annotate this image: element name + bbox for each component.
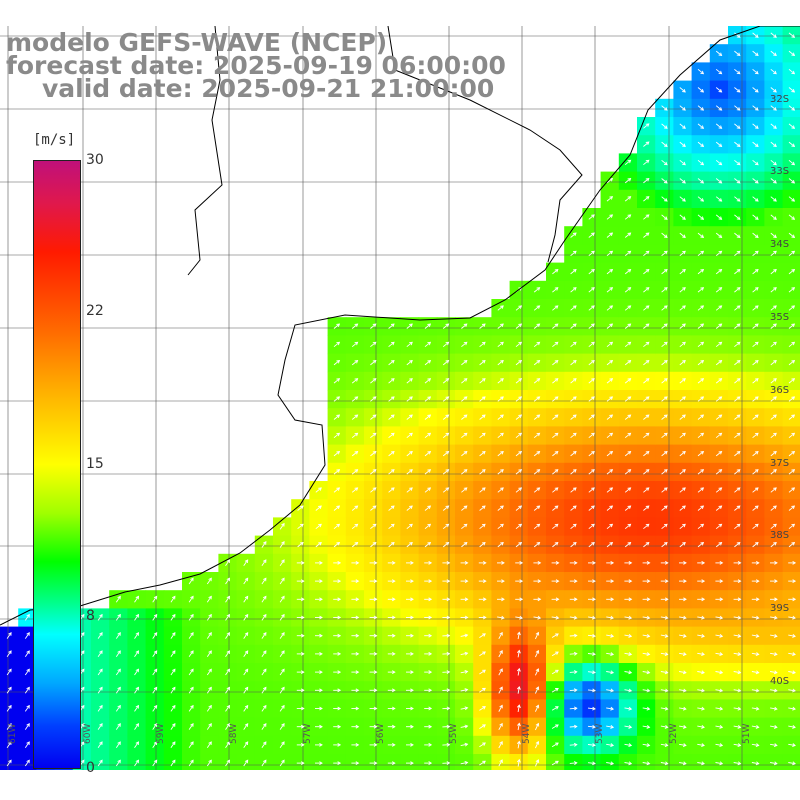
- lon-label-55w: 55W: [449, 723, 459, 744]
- model-title: modelo GEFS-WAVE (NCEP): [6, 28, 388, 57]
- lon-label-52w: 52W: [669, 723, 679, 744]
- lat-label-36s: 36S: [770, 385, 790, 396]
- lat-label-34s: 34S: [770, 239, 790, 250]
- lon-label-58w: 58W: [229, 723, 239, 744]
- lat-label-35s: 35S: [770, 312, 790, 323]
- lat-label-37s: 37S: [770, 458, 790, 469]
- lon-label-57w: 57W: [303, 723, 313, 744]
- lon-label-54w: 54W: [522, 723, 532, 744]
- lat-label-39s: 39S: [770, 603, 790, 614]
- valid-date: valid date: 2025-09-21 21:00:00: [42, 74, 495, 103]
- lat-label-40s: 40S: [770, 676, 790, 687]
- colorbar-tick-30: 30: [86, 152, 104, 168]
- coastline: [0, 25, 800, 626]
- colorbar-unit: [m/s]: [33, 132, 76, 148]
- colorbar-tick-8: 8: [86, 608, 95, 624]
- colorbar-tick-22: 22: [86, 303, 104, 319]
- lon-label-61w: 61W: [8, 723, 18, 744]
- lon-label-59w: 59W: [156, 723, 166, 744]
- top-margin: [0, 0, 800, 26]
- colorbar: [33, 160, 81, 769]
- forecast-date: forecast date: 2025-09-19 06:00:00: [6, 51, 506, 80]
- lat-label-33s: 33S: [770, 166, 790, 177]
- lat-label-32s: 32S: [770, 94, 790, 105]
- lon-label-56w: 56W: [376, 723, 386, 744]
- bottom-margin: [0, 770, 800, 800]
- map-grid: [0, 26, 800, 770]
- lat-label-38s: 38S: [770, 530, 790, 541]
- colorbar-tick-0: 0: [86, 760, 95, 776]
- wind-arrows: [6, 32, 797, 767]
- wind-speed-cells: [0, 26, 800, 773]
- lon-label-51w: 51W: [742, 723, 752, 744]
- lon-label-53w: 53W: [595, 723, 605, 744]
- lon-label-60w: 60W: [83, 723, 93, 744]
- colorbar-tick-15: 15: [86, 456, 104, 472]
